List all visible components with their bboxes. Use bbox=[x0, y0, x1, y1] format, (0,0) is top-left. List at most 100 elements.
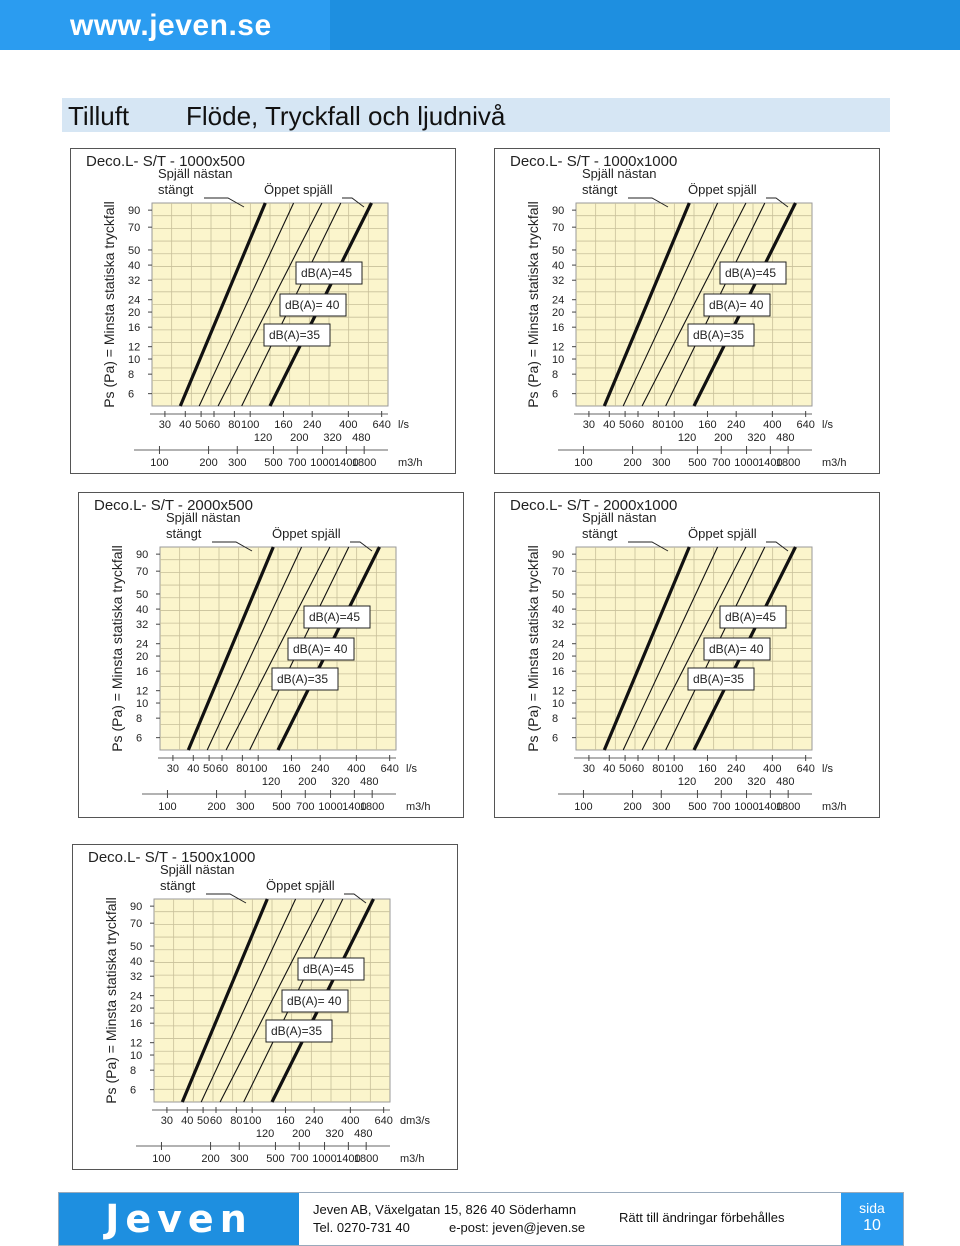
y-tick-label: 16 bbox=[552, 666, 564, 678]
ls-tick-label: 50 bbox=[619, 419, 631, 431]
db-label: dB(A)=45 bbox=[725, 266, 776, 280]
db-label: dB(A)=35 bbox=[269, 328, 320, 342]
db-label: dB(A)=45 bbox=[309, 610, 360, 624]
m3h-tick-label: 500 bbox=[688, 801, 706, 813]
ls-tick-label: 120 bbox=[256, 1128, 274, 1140]
db-label-box bbox=[719, 605, 787, 629]
db-label: dB(A)=35 bbox=[693, 672, 744, 686]
company-address: Jeven AB, Växelgatan 15, 826 40 Söderham… bbox=[313, 1202, 577, 1217]
m3h-tick-label: 1800 bbox=[352, 457, 376, 469]
y-tick-label: 12 bbox=[136, 686, 148, 698]
company-email[interactable]: e-post: jeven@jeven.se bbox=[449, 1220, 586, 1235]
ls-tick-label: 120 bbox=[678, 432, 696, 444]
ls-tick-label: 40 bbox=[181, 1115, 193, 1127]
closed-damper-pointer bbox=[206, 893, 247, 904]
y-tick-label: 32 bbox=[136, 619, 148, 631]
y-axis-label: Ps (Pa) = Minsta statiska tryckfall bbox=[525, 201, 541, 408]
open-damper-pointer bbox=[766, 197, 789, 208]
curve-db-line bbox=[198, 202, 295, 407]
open-damper-pointer bbox=[350, 541, 373, 552]
ls-tick-label: 60 bbox=[216, 763, 228, 775]
y-tick-label: 24 bbox=[130, 991, 142, 1003]
db-label-box bbox=[687, 323, 755, 347]
page-indicator: sida 10 bbox=[841, 1193, 903, 1245]
y-tick-label: 24 bbox=[552, 295, 564, 307]
db-label-box bbox=[303, 605, 371, 629]
m3h-tick-label: 100 bbox=[574, 801, 592, 813]
ls-tick-label: 240 bbox=[303, 419, 321, 431]
m3h-tick-label: 1800 bbox=[354, 1153, 378, 1165]
m3h-tick-label: 1400 bbox=[336, 1153, 360, 1165]
ls-tick-label: 100 bbox=[249, 763, 267, 775]
y-tick-label: 20 bbox=[136, 651, 148, 663]
db-label: dB(A)= 40 bbox=[709, 298, 764, 312]
curve-db-line bbox=[219, 898, 325, 1103]
m3h-tick-label: 500 bbox=[688, 457, 706, 469]
db-label: dB(A)= 40 bbox=[285, 298, 340, 312]
m3h-unit: m3/h bbox=[398, 457, 422, 469]
m3h-tick-label: 300 bbox=[236, 801, 254, 813]
y-tick-label: 10 bbox=[136, 698, 148, 710]
closed-damper-label: stängt bbox=[160, 878, 196, 893]
y-tick-label: 32 bbox=[130, 971, 142, 983]
m3h-tick-label: 200 bbox=[199, 457, 217, 469]
footer-address-block: Jeven AB, Växelgatan 15, 826 40 Söderham… bbox=[313, 1201, 585, 1237]
ls-tick-label: 60 bbox=[210, 1115, 222, 1127]
m3h-tick-label: 1400 bbox=[758, 801, 782, 813]
m3h-tick-label: 500 bbox=[272, 801, 290, 813]
y-tick-label: 90 bbox=[552, 205, 564, 217]
closed-damper-label: stängt bbox=[158, 182, 194, 197]
ls-tick-label: 200 bbox=[292, 1128, 310, 1140]
ls-unit: l/s bbox=[822, 419, 834, 431]
open-damper-pointer bbox=[766, 541, 789, 552]
chart-title: Deco.L- S/T - 1500x1000 bbox=[88, 849, 255, 866]
y-tick-label: 40 bbox=[128, 260, 140, 272]
chart-svg: Deco.L- S/T - 1500x1000 Ps (Pa) = Minsta … bbox=[72, 844, 458, 1170]
closed-damper-label: Spjäll nästan bbox=[160, 862, 234, 877]
m3h-tick-label: 1000 bbox=[734, 801, 758, 813]
y-tick-label: 50 bbox=[552, 245, 564, 257]
open-damper-pointer bbox=[342, 197, 365, 208]
ls-tick-label: 200 bbox=[714, 776, 732, 788]
y-axis-label: Ps (Pa) = Minsta statiska tryckfall bbox=[525, 545, 541, 752]
closed-damper-label: stängt bbox=[166, 526, 202, 541]
ls-tick-label: 100 bbox=[665, 763, 683, 775]
curve-db-line bbox=[622, 546, 719, 751]
ls-tick-label: 200 bbox=[714, 432, 732, 444]
m3h-tick-label: 700 bbox=[288, 457, 306, 469]
ls-unit: l/s bbox=[822, 763, 834, 775]
y-tick-label: 12 bbox=[130, 1038, 142, 1050]
m3h-tick-label: 700 bbox=[290, 1153, 308, 1165]
m3h-tick-label: 1400 bbox=[342, 801, 366, 813]
chart-panel-2000x500: Deco.L- S/T - 2000x500 Ps (Pa) = Minsta s… bbox=[78, 492, 464, 818]
ls-tick-label: 100 bbox=[665, 419, 683, 431]
y-tick-label: 16 bbox=[552, 322, 564, 334]
ls-tick-label: 60 bbox=[208, 419, 220, 431]
website-url[interactable]: www.jeven.se bbox=[70, 9, 272, 42]
db-label-box bbox=[279, 293, 347, 317]
y-tick-label: 12 bbox=[552, 342, 564, 354]
y-tick-label: 24 bbox=[136, 639, 148, 651]
ls-tick-label: 480 bbox=[360, 776, 378, 788]
db-label-box bbox=[265, 1019, 333, 1043]
y-tick-label: 6 bbox=[552, 389, 558, 401]
ls-tick-label: 320 bbox=[331, 776, 349, 788]
ls-tick-label: 40 bbox=[603, 419, 615, 431]
m3h-tick-label: 200 bbox=[623, 801, 641, 813]
ls-tick-label: 80 bbox=[652, 763, 664, 775]
closed-damper-pointer bbox=[204, 197, 245, 208]
ls-tick-label: 120 bbox=[254, 432, 272, 444]
curve-db-line bbox=[206, 546, 303, 751]
m3h-tick-label: 1800 bbox=[360, 801, 384, 813]
ls-tick-label: 50 bbox=[195, 419, 207, 431]
ls-tick-label: 30 bbox=[159, 419, 171, 431]
y-tick-label: 40 bbox=[130, 956, 142, 968]
section-title: Tilluft bbox=[68, 101, 130, 131]
y-tick-label: 32 bbox=[552, 275, 564, 287]
y-tick-label: 40 bbox=[552, 604, 564, 616]
m3h-tick-label: 700 bbox=[712, 801, 730, 813]
y-tick-label: 10 bbox=[552, 698, 564, 710]
db-label-box bbox=[263, 323, 331, 347]
title-bar: Tilluft Flöde, Tryckfall och ljudnivå bbox=[62, 98, 890, 132]
y-tick-label: 6 bbox=[552, 733, 558, 745]
